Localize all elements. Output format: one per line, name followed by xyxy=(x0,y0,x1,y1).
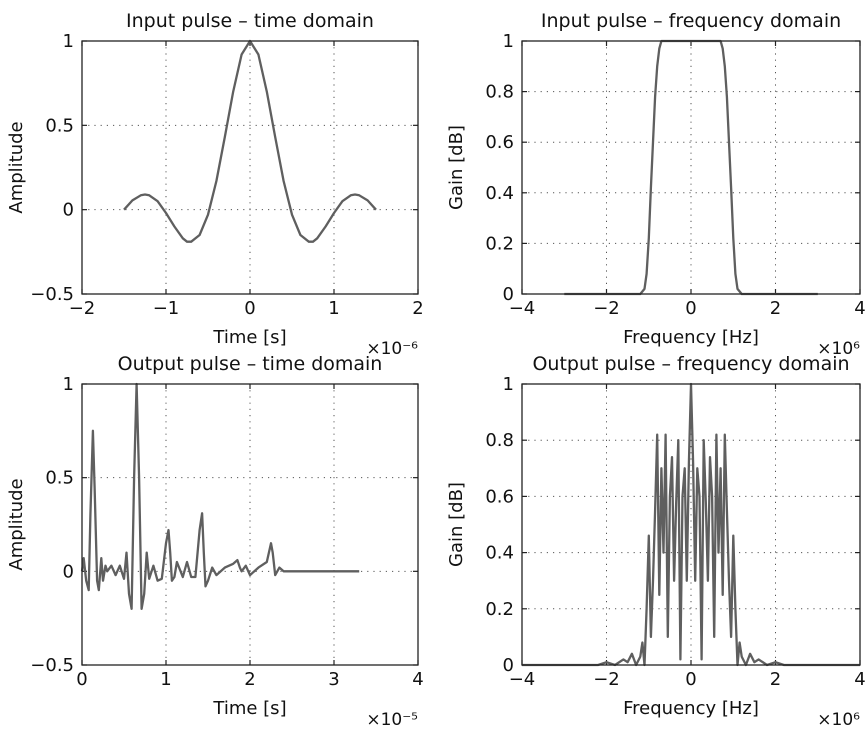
chart-panel-2: −4 −2 0 2 4 0 0.2 0.4 0.6 0.8 1 Input pulse – frequ… xyxy=(446,10,866,359)
x-tick-label: −1 xyxy=(153,298,180,319)
y-tick-label: 1 xyxy=(63,31,74,52)
plot-frame xyxy=(521,40,861,295)
x-tick-label: 2 xyxy=(412,298,423,319)
x-tick-label: 1 xyxy=(160,669,171,690)
x-tick-label: 4 xyxy=(412,669,423,690)
x-axis-label: Time [s] xyxy=(212,327,286,348)
y-tick-label: 0.6 xyxy=(485,132,514,153)
y-tick-label: −0.5 xyxy=(30,284,74,305)
x-axis-multiplier: ×10⁻⁵ xyxy=(366,710,418,730)
y-tick-label: 0.2 xyxy=(485,233,514,254)
y-axis-label: Gain [dB] xyxy=(446,125,467,210)
x-tick-label: 0 xyxy=(244,298,255,319)
y-tick-label: 1 xyxy=(503,31,514,52)
y-tick-label: 0.6 xyxy=(485,486,514,507)
x-tick-label: 2 xyxy=(770,298,781,319)
y-axis-label: Amplitude xyxy=(6,121,27,213)
chart-title: Output pulse – frequency domain xyxy=(532,353,849,375)
y-tick-label: 0.2 xyxy=(485,599,514,620)
y-tick-label: 0 xyxy=(63,561,74,582)
y-tick-label: 1 xyxy=(503,374,514,395)
x-axis-multiplier: ×10⁻⁶ xyxy=(366,339,418,359)
x-tick-label: 0 xyxy=(685,298,696,319)
y-axis-label: Gain [dB] xyxy=(446,482,467,567)
y-tick-label: 0.5 xyxy=(45,468,74,489)
x-tick-label: −2 xyxy=(69,298,96,319)
chart-panel-4: −4 −2 0 2 4 0 0.2 0.4 0.6 0.8 1 Output pulse – freq… xyxy=(446,353,866,730)
x-tick-label: −4 xyxy=(509,669,536,690)
chart-title: Input pulse – frequency domain xyxy=(541,10,841,32)
x-axis-multiplier: ×10⁶ xyxy=(817,710,860,730)
plot-frame xyxy=(521,383,861,666)
y-tick-label: 0 xyxy=(503,655,514,676)
x-tick-label: 2 xyxy=(770,669,781,690)
y-tick-label: 0 xyxy=(63,200,74,221)
x-tick-label: 0 xyxy=(76,669,87,690)
chart-title: Output pulse – time domain xyxy=(118,353,383,375)
x-tick-label: 4 xyxy=(854,298,865,319)
x-axis-multiplier: ×10⁶ xyxy=(817,339,860,359)
x-tick-label: 4 xyxy=(854,669,865,690)
y-tick-label: 0.8 xyxy=(485,430,514,451)
x-tick-label: −2 xyxy=(593,298,620,319)
x-tick-label: −4 xyxy=(509,298,536,319)
series-line-1 xyxy=(80,382,360,610)
chart-panel-1: −2 −1 0 1 2 −0.5 0 0.5 1 Input pulse – time domai… xyxy=(6,10,424,359)
y-axis-label: Amplitude xyxy=(6,478,27,570)
x-axis-label: Frequency [Hz] xyxy=(623,698,759,719)
y-tick-label: 0.4 xyxy=(485,183,514,204)
y-tick-label: 0.5 xyxy=(45,115,74,136)
x-tick-label: 3 xyxy=(328,669,339,690)
plot-frame xyxy=(81,383,419,666)
y-tick-label: 0.8 xyxy=(485,82,514,103)
y-tick-label: 0 xyxy=(503,284,514,305)
y-tick-label: 0.4 xyxy=(485,543,514,564)
x-tick-label: 1 xyxy=(328,298,339,319)
x-axis-label: Time [s] xyxy=(212,698,286,719)
chart-title: Input pulse – time domain xyxy=(126,10,374,32)
x-tick-label: 2 xyxy=(244,669,255,690)
x-tick-label: −2 xyxy=(593,669,620,690)
plot-frame xyxy=(81,40,419,295)
x-axis-label: Frequency [Hz] xyxy=(623,327,759,348)
y-tick-label: −0.5 xyxy=(30,655,74,676)
series-line-1 xyxy=(522,382,860,667)
y-tick-label: 1 xyxy=(63,374,74,395)
x-tick-label: 0 xyxy=(685,669,696,690)
